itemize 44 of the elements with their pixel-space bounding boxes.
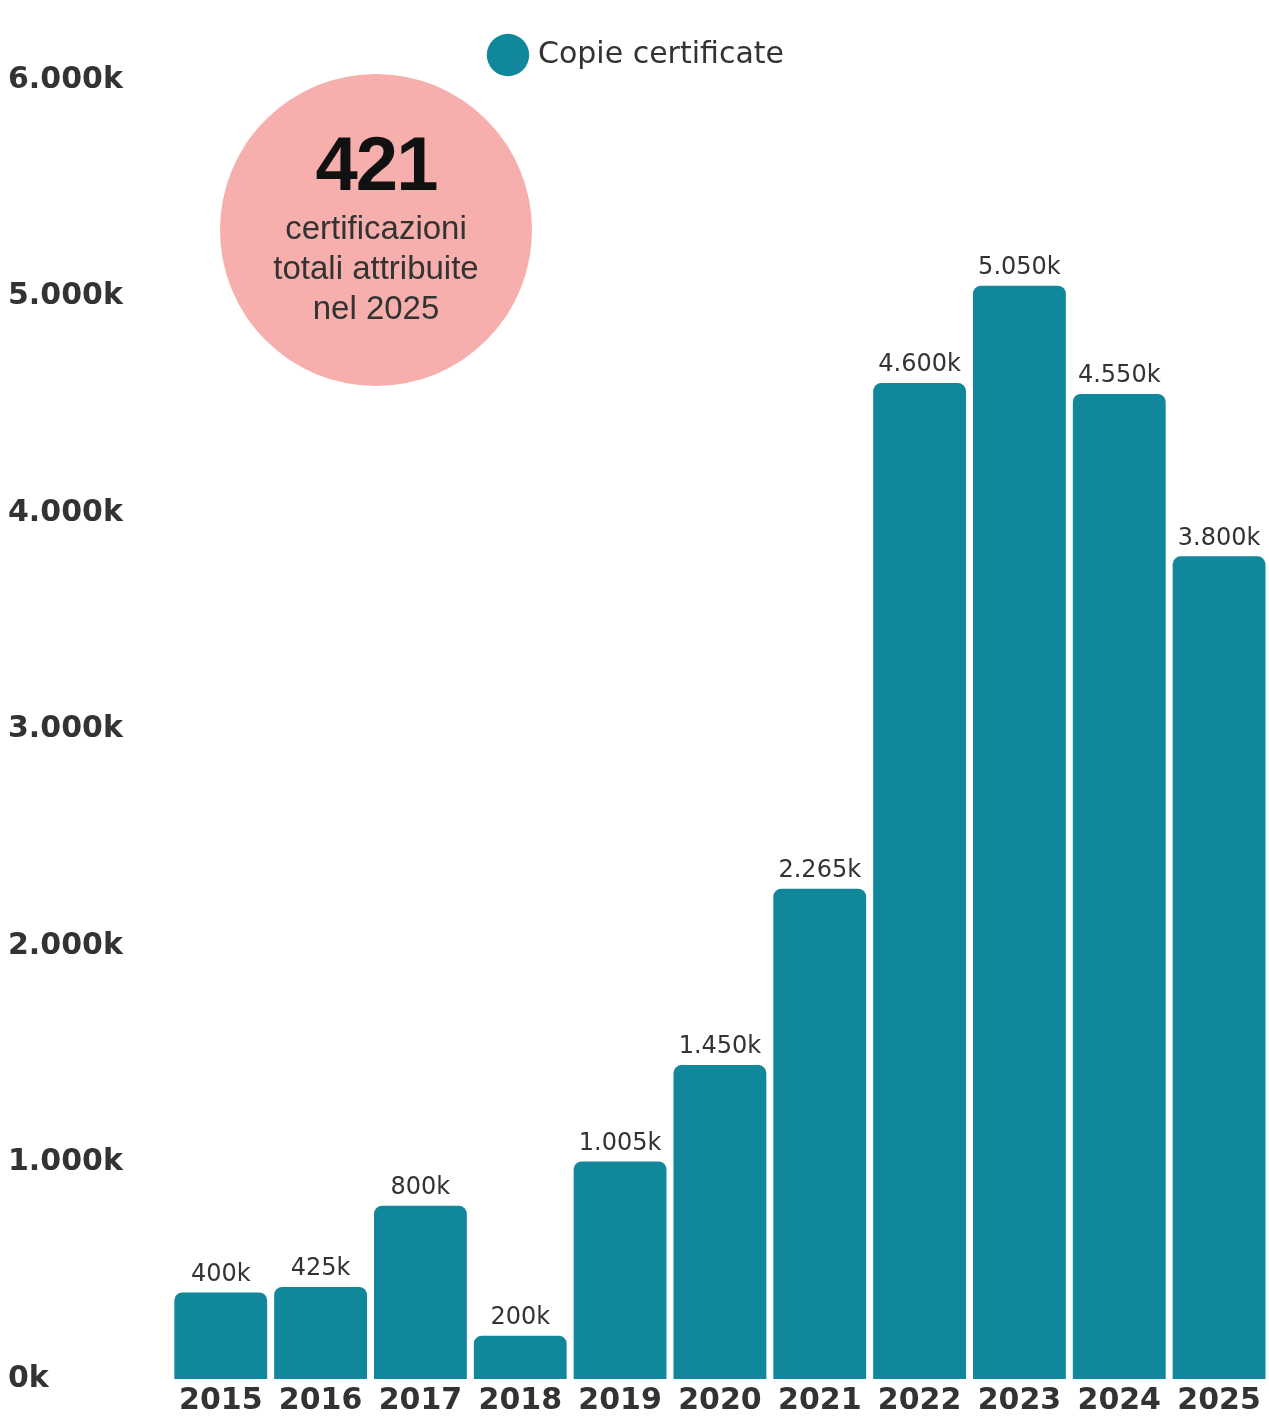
bar <box>773 888 867 1379</box>
x-tick-label: 2016 <box>278 1380 363 1416</box>
y-tick-label: 2.000k <box>8 925 124 961</box>
x-tick-label: 2018 <box>478 1380 563 1416</box>
y-tick-label: 6.000k <box>8 59 124 95</box>
data-label: 800k <box>390 1172 451 1201</box>
x-tick-label: 2017 <box>378 1380 463 1416</box>
bar <box>174 1292 268 1379</box>
y-tick-label: 1.000k <box>8 1142 124 1178</box>
circle-badge: 421 certificazioni totali attribuite nel 2025 <box>220 74 532 386</box>
annotation: 421 <box>314 121 438 206</box>
bar <box>374 1205 467 1379</box>
bar <box>673 1065 767 1379</box>
bar <box>1072 393 1166 1379</box>
data-label: 4.550k <box>1077 360 1161 389</box>
x-tick-label: 2022 <box>877 1380 962 1416</box>
x-tick-label: 2025 <box>1177 1380 1261 1416</box>
data-label: 4.600k <box>878 349 961 378</box>
data-label: 5.050k <box>978 251 1061 280</box>
data-label: 1.450k <box>678 1031 762 1060</box>
x-tick-label: 2015 <box>179 1380 263 1416</box>
data-label: 1.005k <box>578 1127 662 1156</box>
x-tick-label: 2019 <box>578 1380 662 1416</box>
y-tick-label: 0k <box>8 1358 50 1394</box>
bar <box>873 383 967 1379</box>
annotation: certificazioni totali attribuite nel 2025 <box>272 208 480 328</box>
bar <box>1172 556 1266 1379</box>
y-tick-label: 4.000k <box>8 492 124 528</box>
data-label: 425k <box>290 1253 351 1282</box>
data-label: 400k <box>190 1258 251 1287</box>
bar <box>274 1286 368 1379</box>
data-label: 3.800k <box>1177 522 1261 551</box>
y-tick-label: 5.000k <box>8 276 124 312</box>
bar <box>473 1335 567 1379</box>
x-tick-label: 2024 <box>1077 1380 1161 1416</box>
legend-label: Copie certificate <box>537 34 785 70</box>
bar <box>973 285 1066 1379</box>
data-label: 200k <box>490 1301 551 1330</box>
bar <box>573 1161 667 1379</box>
x-tick-label: 2020 <box>678 1380 762 1416</box>
x-tick-label: 2023 <box>977 1380 1062 1416</box>
data-label: 2.265k <box>778 854 862 883</box>
x-tick-label: 2021 <box>778 1380 862 1416</box>
y-tick-label: 3.000k <box>8 709 124 745</box>
